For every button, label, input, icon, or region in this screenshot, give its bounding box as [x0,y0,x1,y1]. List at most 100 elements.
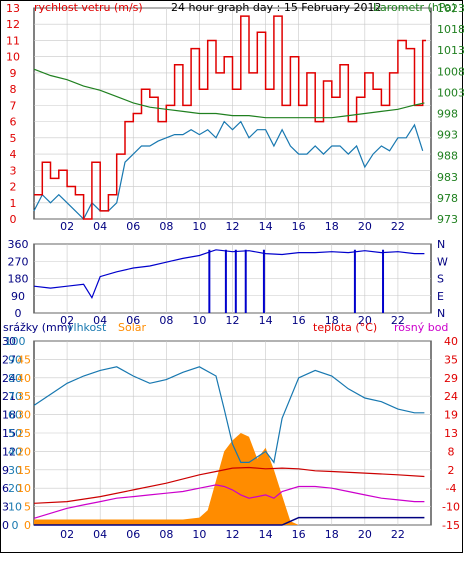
p1-right-tick-label: 1003 [437,86,464,99]
p3-series-dew-point [33,484,425,519]
p3-left-axis-2-tick: 5 [24,501,31,514]
p1-left-axis-label: rychlost vetru (m/s) [34,1,143,14]
p1-x-tick-label: 14 [259,220,273,233]
p2-x-tick-label: 06 [126,314,140,327]
p3-x-tick-label: 10 [192,528,206,541]
p3-left-axis-1-tick: 40 [8,445,22,458]
p2-x-tick-label: 12 [226,314,240,327]
p1-left-tick-label: 3 [10,164,17,177]
p1-left-tick-label: 0 [10,213,17,226]
p3-right-tick-label: -15 [442,519,460,532]
p3-legend-label: Solar [118,321,147,334]
p3-right-tick-label: 29 [444,372,458,385]
p3-left-axis-1-tick: 100 [5,335,26,348]
p1-x-tick-label: 18 [325,220,339,233]
p3-left-axis-1-tick: 60 [8,409,22,422]
p1-x-tick-label: 08 [159,220,173,233]
p2-x-tick-label: 02 [60,314,74,327]
p3-x-tick-label: 04 [93,528,107,541]
p3-left-axis-0-tick: 3 [2,501,9,514]
p1-x-tick-label: 22 [391,220,405,233]
p3-left-axis-0-tick: 30 [2,335,16,348]
p1-right-tick-label: 1023 [437,2,464,15]
p2-right-tick-label: E [437,290,444,303]
p1-right-tick-label: 1018 [437,23,464,36]
p3-legend-label: rosný bod [394,321,448,334]
p3-left-axis-1-tick: 80 [8,372,22,385]
p3-right-tick-label: 8 [448,445,455,458]
p2-right-tick-label: W [437,255,448,268]
p3-right-tick-label: 24 [444,390,458,403]
p3-x-tick-label: 08 [159,528,173,541]
p3-left-axis-0-tick: 18 [2,409,16,422]
p3-series-solar [34,433,425,525]
p3-left-axis-1-tick: 10 [8,501,22,514]
p1-x-tick-label: 04 [93,220,107,233]
p3-left-axis-0-tick: 27 [2,353,16,366]
p3-left-axis-1-tick: 30 [8,464,22,477]
p2-right-tick-label: N [437,307,445,320]
p2-x-tick-label: 18 [325,314,339,327]
p3-legend-label: vlhkost [67,321,107,334]
p2-x-tick-label: 20 [358,314,372,327]
p3-x-tick-label: 06 [126,528,140,541]
p3-left-axis-2-tick: 15 [17,464,31,477]
p3-x-tick-label: 14 [259,528,273,541]
p3-right-tick-label: 13 [444,427,458,440]
p1-x-tick-label: 02 [60,220,74,233]
p3-x-tick-label: 02 [60,528,74,541]
p1-left-tick-label: 6 [10,116,17,129]
p2-right-tick-label: S [437,273,444,286]
p1-series-pressure [33,68,425,119]
p1-right-tick-label: 973 [437,213,458,226]
p3-x-tick-label: 16 [292,528,306,541]
p2-right-tick-label: N [437,238,445,251]
p1-x-tick-label: 20 [358,220,372,233]
p3-left-axis-0-tick: 6 [2,482,9,495]
p3-right-tick-label: 40 [444,335,458,348]
p1-right-tick-label: 1008 [437,65,464,78]
p1-left-tick-label: 12 [6,18,20,31]
p1-x-tick-label: 12 [226,220,240,233]
p2-x-tick-label: 22 [391,314,405,327]
p2-series-direction [33,249,425,300]
p3-right-tick-label: -10 [442,501,460,514]
p2-x-tick-label: 08 [159,314,173,327]
p1-left-tick-label: 5 [10,132,17,145]
p1-left-tick-label: 2 [10,181,17,194]
p3-legend-label: teplota (°C) [313,321,377,334]
p3-left-axis-2-tick: 40 [17,372,31,385]
p3-left-axis-1-tick: 90 [8,353,22,366]
p3-x-tick-label: 20 [358,528,372,541]
p3-left-axis-1-tick: 0 [12,519,19,532]
p1-left-tick-label: 11 [6,34,20,47]
p2-left-tick-label: 180 [8,273,29,286]
p1-left-tick-label: 4 [10,148,17,161]
p1-right-tick-label: 1013 [437,44,464,57]
p3-series-humidity [33,366,425,464]
p3-left-axis-0-tick: 9 [2,464,9,477]
p3-left-axis-2-tick: 45 [17,353,31,366]
p1-x-tick-label: 16 [292,220,306,233]
p3-series-rain [34,516,425,526]
p1-left-tick-label: 8 [10,83,17,96]
p3-left-axis-1-tick: 20 [8,482,22,495]
p3-right-tick-label: -4 [446,482,457,495]
p1-right-tick-label: 983 [437,171,458,184]
p2-x-tick-label: 04 [93,314,107,327]
p2-left-tick-label: 270 [8,255,29,268]
p3-left-axis-2-tick: 35 [17,390,31,403]
p2-x-tick-label: 16 [292,314,306,327]
p3-left-axis-2-tick: 10 [17,482,31,495]
p3-series-temperature [33,466,425,504]
p3-left-axis-1-tick: 70 [8,390,22,403]
p2-left-tick-label: 360 [8,238,29,251]
p2-x-tick-label: 14 [259,314,273,327]
p1-series-wind-speed [34,15,426,220]
p3-left-axis-0-tick: 0 [2,519,9,532]
p1-left-tick-label: 13 [6,2,20,15]
p2-left-tick-label: 90 [11,290,25,303]
p1-right-axis-label: barometr (hPa) [373,1,456,14]
p1-left-tick-label: 7 [10,99,17,112]
